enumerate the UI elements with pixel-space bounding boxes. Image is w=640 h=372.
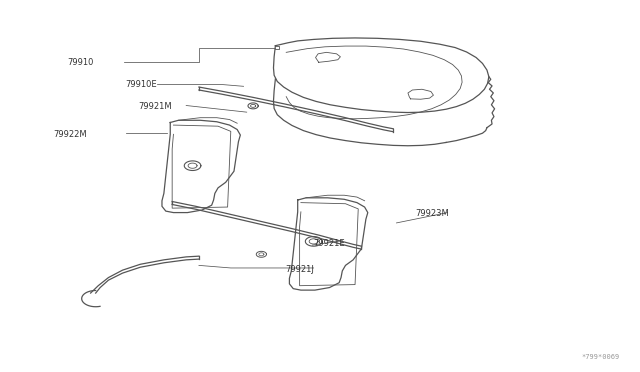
Text: 79921J: 79921J [285,264,314,273]
Text: 79922M: 79922M [54,130,88,139]
Text: 79910: 79910 [67,58,94,67]
Text: *799*0069: *799*0069 [581,353,620,359]
Text: 79910E: 79910E [125,80,157,89]
Text: 79921E: 79921E [314,239,345,248]
Text: 79923M: 79923M [415,209,449,218]
Text: 79921M: 79921M [138,102,172,111]
